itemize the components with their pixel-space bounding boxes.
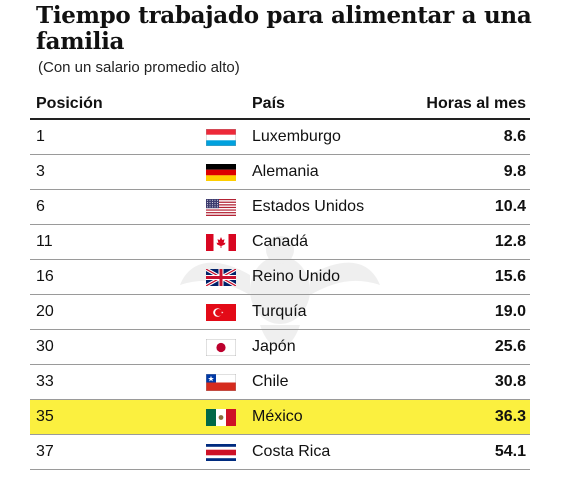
row-posicion: 3 <box>36 163 45 180</box>
row-horas: 36.3 <box>494 408 526 425</box>
chart-subtitle: (Con un salario promedio alto) <box>38 59 240 76</box>
row-horas: 25.6 <box>494 338 526 355</box>
usa-flag-icon <box>206 199 236 216</box>
header-divider <box>30 118 530 120</box>
row-pais: Japón <box>252 338 296 355</box>
table-body: 1 Luxemburgo 8.6 3 Alemania 9.8 6 Estados Unido… <box>30 120 530 470</box>
japan-flag-icon <box>206 339 236 356</box>
row-pais: Turquía <box>252 303 307 320</box>
row-pais: Luxemburgo <box>252 128 341 145</box>
row-posicion: 1 <box>36 128 45 145</box>
table-row: 37 Costa Rica 54.1 <box>30 435 530 470</box>
table-row: 1 Luxemburgo 8.6 <box>30 120 530 155</box>
row-horas: 9.8 <box>503 163 526 180</box>
chart-title: Tiempo trabajado para alimentar a una fa… <box>36 2 532 55</box>
table-row: 35 México 36.3 <box>30 400 530 435</box>
turkey-flag-icon <box>206 304 236 321</box>
row-pais: Chile <box>252 373 289 390</box>
row-pais: Estados Unidos <box>252 198 365 215</box>
row-horas: 8.6 <box>503 128 526 145</box>
row-pais: Canadá <box>252 233 309 250</box>
row-horas: 12.8 <box>494 233 526 250</box>
row-horas: 10.4 <box>494 198 526 215</box>
germany-flag-icon <box>206 164 236 181</box>
table-row: 33 Chile 30.8 <box>30 365 530 400</box>
row-horas: 54.1 <box>494 443 526 460</box>
canada-flag-icon <box>206 234 236 251</box>
table-row: 20 Turquía 19.0 <box>30 295 530 330</box>
costa-rica-flag-icon <box>206 444 236 461</box>
row-pais: México <box>252 408 303 425</box>
table-row: 30 Japón 25.6 <box>30 330 530 365</box>
row-horas: 15.6 <box>494 268 526 285</box>
row-horas: 30.8 <box>494 373 526 390</box>
row-posicion: 16 <box>36 268 54 285</box>
row-posicion: 20 <box>36 303 54 320</box>
table-row: 16 Reino Unido 15.6 <box>30 260 530 295</box>
row-posicion: 6 <box>36 198 45 215</box>
header-pais: País <box>252 95 285 112</box>
uk-flag-icon <box>206 269 236 286</box>
chile-flag-icon <box>206 374 236 391</box>
row-pais: Alemania <box>252 163 319 180</box>
row-posicion: 11 <box>36 233 53 250</box>
mexico-flag-icon <box>206 409 236 426</box>
row-posicion: 35 <box>36 408 54 425</box>
table-row: 11 Canadá 12.8 <box>30 225 530 260</box>
header-horas: Horas al mes <box>426 95 526 112</box>
table-row: 3 Alemania 9.8 <box>30 155 530 190</box>
table-row: 6 Estados Unidos 10.4 <box>30 190 530 225</box>
row-pais: Costa Rica <box>252 443 331 460</box>
row-posicion: 37 <box>36 443 54 460</box>
row-posicion: 30 <box>36 338 54 355</box>
row-horas: 19.0 <box>494 303 526 320</box>
row-posicion: 33 <box>36 373 54 390</box>
table-header: Posición País Horas al mes <box>30 95 530 121</box>
row-pais: Reino Unido <box>252 268 341 285</box>
header-posicion: Posición <box>36 95 103 112</box>
luxembourg-flag-icon <box>206 129 236 146</box>
